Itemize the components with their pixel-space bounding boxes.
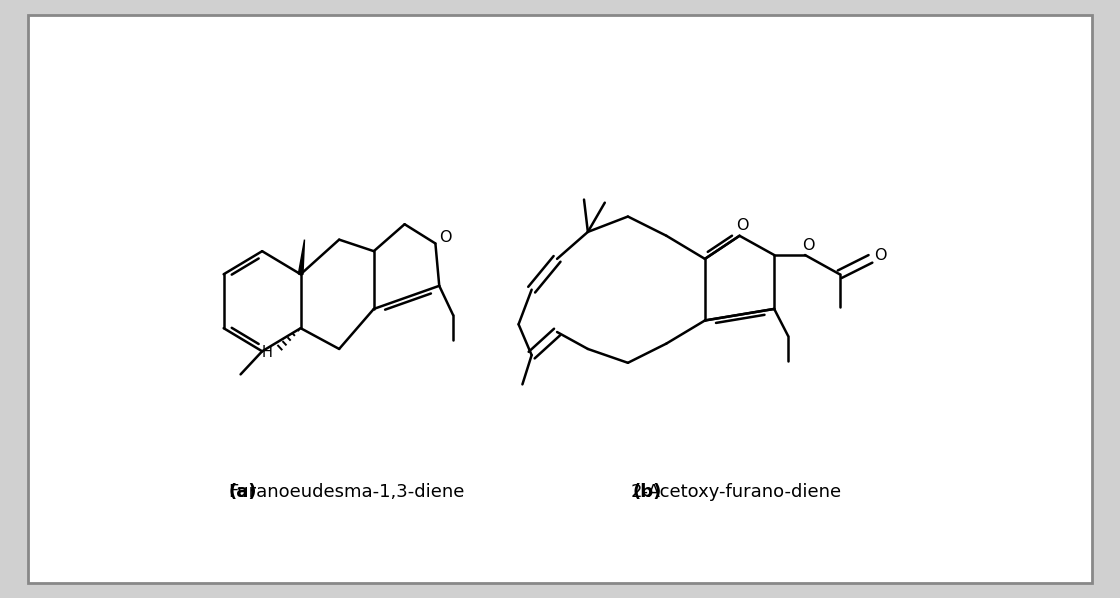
Text: (a): (a) (228, 483, 258, 501)
Text: O: O (439, 230, 451, 245)
Text: H: H (262, 345, 273, 361)
Polygon shape (298, 240, 305, 274)
Text: (b): (b) (633, 483, 662, 501)
Text: 2-Acetoxy-furano-diene: 2-Acetoxy-furano-diene (631, 483, 841, 501)
Text: Furanoeudesma-1,3-diene: Furanoeudesma-1,3-diene (228, 483, 465, 501)
Text: O: O (736, 218, 749, 233)
Text: O: O (875, 248, 887, 263)
Text: O: O (802, 237, 814, 252)
